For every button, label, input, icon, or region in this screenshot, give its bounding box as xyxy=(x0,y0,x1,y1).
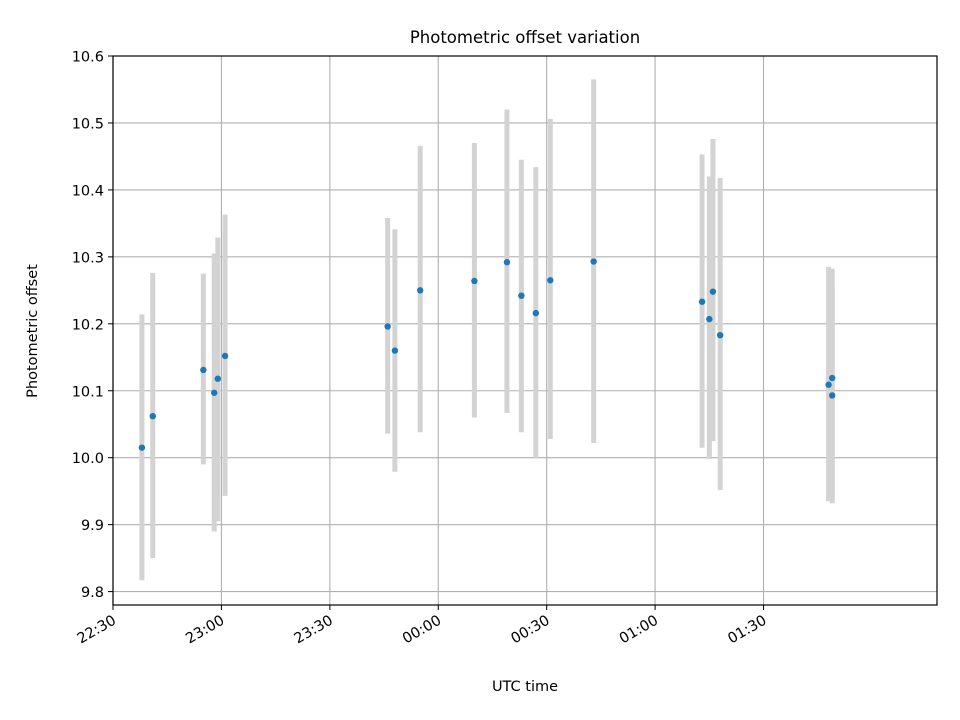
y-tick-label: 10.6 xyxy=(72,50,104,66)
data-point xyxy=(200,366,207,374)
y-axis: 9.8 9.9 10.0 10.1 10.2 10.3 10.4 10.5 10.6 xyxy=(72,50,113,601)
data-point xyxy=(706,315,713,323)
data-point xyxy=(149,412,156,420)
plot-frame xyxy=(112,55,938,606)
data-point xyxy=(416,287,424,294)
data-point xyxy=(471,277,478,285)
data-point xyxy=(518,292,525,299)
data-point xyxy=(384,323,391,330)
data-point xyxy=(698,298,706,305)
data-point xyxy=(221,352,229,360)
data-point xyxy=(210,389,218,396)
data-point xyxy=(532,309,540,317)
data-point xyxy=(716,331,724,339)
data-points xyxy=(138,258,836,451)
data-point xyxy=(590,258,597,265)
y-tick-label: 10.5 xyxy=(72,116,104,132)
data-point xyxy=(391,347,399,354)
data-point xyxy=(214,375,222,382)
chart-title: Photometric offset variation xyxy=(410,28,640,47)
y-tick-label: 10.1 xyxy=(72,384,104,400)
data-point xyxy=(547,277,554,284)
y-tick-label: 10.2 xyxy=(72,317,104,333)
data-point xyxy=(503,259,511,266)
y-tick-label: 10.0 xyxy=(72,451,104,467)
y-tick-label: 10.3 xyxy=(72,250,104,266)
x-axis-label: UTC time xyxy=(492,679,558,695)
y-tick-label: 9.9 xyxy=(81,518,104,534)
data-point xyxy=(138,444,146,451)
data-point xyxy=(825,381,832,388)
data-point xyxy=(709,288,717,295)
y-tick-label: 10.4 xyxy=(72,183,104,199)
data-point xyxy=(828,392,836,399)
data-point xyxy=(828,374,836,382)
y-axis-label: Photometric offset xyxy=(25,264,41,398)
y-tick-label: 9.8 xyxy=(81,585,104,601)
